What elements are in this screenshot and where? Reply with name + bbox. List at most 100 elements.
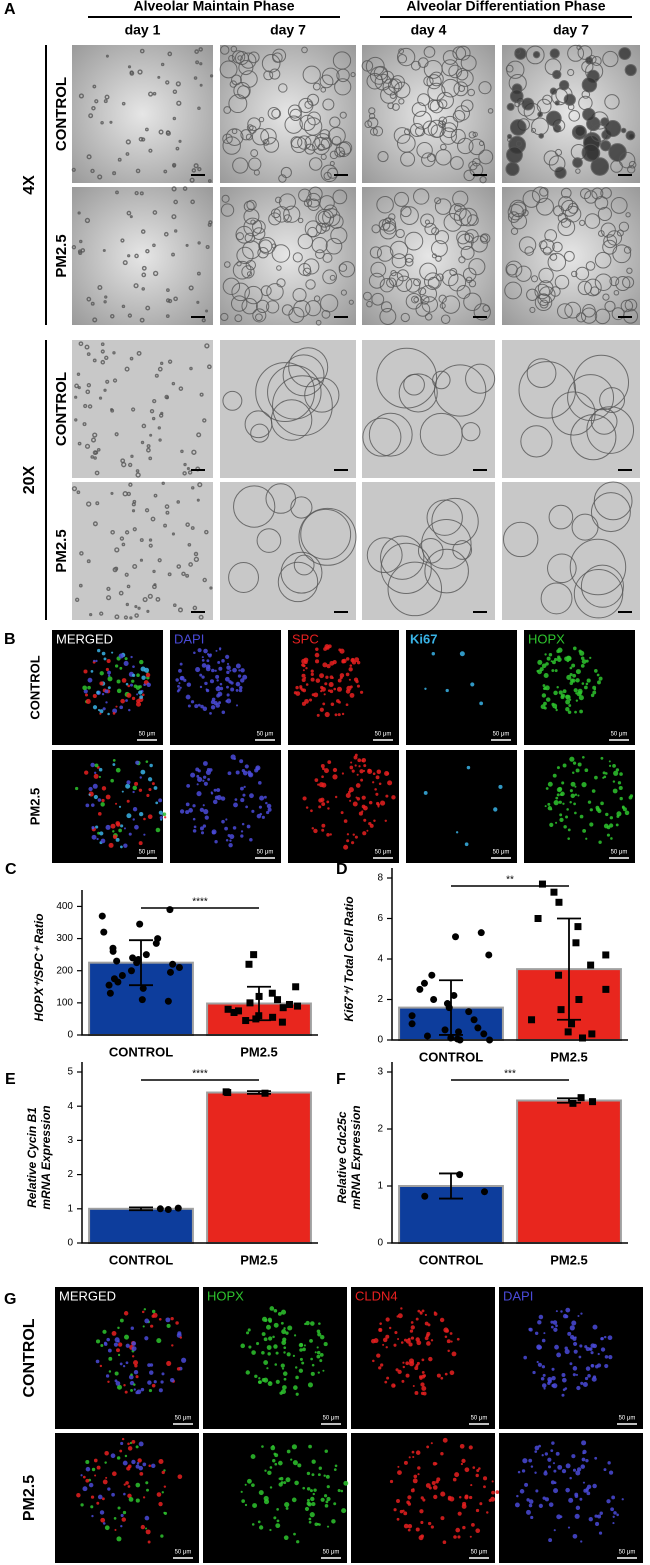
signal <box>594 669 598 673</box>
signal <box>341 1508 347 1514</box>
signal <box>459 651 465 657</box>
signal <box>572 646 577 651</box>
cell <box>96 447 101 452</box>
signal <box>547 1377 553 1382</box>
cell <box>89 612 93 617</box>
signal <box>175 678 179 682</box>
signal <box>96 690 100 695</box>
signal <box>243 785 246 788</box>
signal <box>397 1313 403 1319</box>
signal <box>99 1364 103 1368</box>
signal <box>101 786 107 791</box>
signal <box>263 1377 269 1383</box>
cell <box>148 538 153 542</box>
signal <box>261 1445 264 1448</box>
signal <box>602 771 606 775</box>
signal <box>584 1376 589 1381</box>
signal <box>111 1331 117 1336</box>
cell <box>538 286 556 304</box>
signal <box>142 1325 145 1328</box>
signal <box>186 682 192 687</box>
cell <box>194 49 199 54</box>
signal <box>233 802 238 808</box>
cell <box>332 189 348 205</box>
signal <box>107 676 113 682</box>
signal <box>202 761 208 766</box>
data-point <box>455 1028 463 1036</box>
signal <box>595 1521 600 1526</box>
cell <box>506 102 515 111</box>
cell <box>329 116 341 128</box>
signal <box>303 1344 306 1347</box>
cell <box>222 390 243 411</box>
cell <box>270 399 313 441</box>
signal <box>553 1469 557 1473</box>
cell <box>172 116 177 121</box>
cell <box>515 140 523 147</box>
signal <box>581 782 587 788</box>
signal <box>548 1538 553 1543</box>
signal <box>570 781 576 787</box>
signal <box>99 671 104 676</box>
signal <box>224 676 230 682</box>
cell <box>400 206 419 225</box>
signal <box>564 1348 570 1355</box>
signal <box>123 843 128 848</box>
signal <box>599 1511 603 1516</box>
cell <box>124 572 129 577</box>
signal <box>334 713 338 717</box>
signal <box>570 793 576 799</box>
cell <box>627 165 636 174</box>
signal <box>597 808 602 814</box>
cell <box>465 363 496 394</box>
cell <box>320 294 339 313</box>
signal <box>132 665 135 668</box>
cell <box>548 504 574 530</box>
cell <box>389 92 397 99</box>
signal <box>133 1360 139 1366</box>
signal <box>285 1506 289 1510</box>
signal <box>323 647 328 651</box>
signal <box>138 685 142 689</box>
signal <box>159 816 163 820</box>
signal <box>235 689 239 692</box>
cell <box>298 507 357 566</box>
signal <box>553 1488 559 1494</box>
signal <box>110 778 114 783</box>
cell <box>79 239 83 244</box>
cell <box>441 295 461 314</box>
cell <box>575 266 590 281</box>
cell <box>272 48 287 63</box>
signal <box>551 1441 555 1445</box>
cell <box>128 462 133 468</box>
cell <box>157 75 161 79</box>
cell <box>110 491 114 495</box>
cell <box>204 343 210 349</box>
cell <box>114 547 120 553</box>
cell <box>388 213 396 221</box>
data-point <box>174 1204 182 1212</box>
cell <box>125 602 130 607</box>
cell <box>130 454 134 458</box>
channel-label: MERGED <box>59 1288 116 1303</box>
data-point <box>100 928 108 936</box>
signal <box>115 802 118 805</box>
cell <box>220 312 229 322</box>
signal <box>435 1480 439 1484</box>
cell <box>329 160 335 167</box>
y-tick-label: 2 <box>377 1124 383 1135</box>
cell <box>453 208 472 227</box>
signal <box>143 1308 147 1311</box>
cell <box>142 596 148 603</box>
signal <box>565 1487 570 1493</box>
signal <box>127 684 131 688</box>
signal <box>329 689 334 694</box>
signal <box>108 1356 113 1361</box>
signal <box>96 1465 101 1470</box>
cell <box>538 240 548 250</box>
signal <box>296 1540 300 1544</box>
signal <box>147 1540 151 1544</box>
signal <box>219 648 222 651</box>
micrograph-bg <box>502 482 640 620</box>
signal <box>295 1375 299 1380</box>
